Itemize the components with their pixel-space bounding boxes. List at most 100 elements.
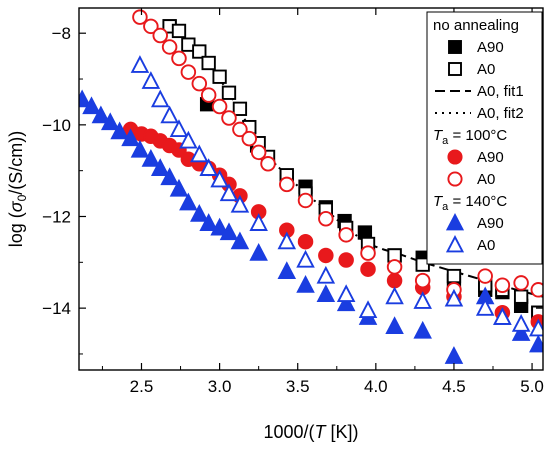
data-point (180, 64, 197, 80)
data-point (279, 176, 295, 193)
data-point (336, 284, 356, 302)
legend-symbol (447, 171, 463, 187)
fit-line-1 (367, 243, 543, 298)
data-point (336, 293, 356, 312)
data-point (316, 265, 336, 284)
data-point (358, 300, 378, 319)
y-tick-label: −8 (52, 24, 71, 43)
data-point (169, 119, 189, 138)
data-point (338, 227, 354, 243)
data-point (100, 112, 120, 131)
data-point (190, 204, 209, 222)
legend-heading-0: no annealing (433, 17, 519, 34)
legend-label: A90 (477, 39, 504, 56)
data-point (232, 101, 248, 116)
data-point (385, 286, 404, 305)
data-point (475, 297, 495, 316)
data-point (219, 222, 239, 241)
legend-heading-2: Ta = 140°C (433, 193, 507, 213)
data-point (360, 245, 376, 261)
data-point (511, 313, 531, 332)
data-point (171, 23, 187, 39)
data-point (241, 130, 258, 147)
y-tick-label: −14 (42, 299, 71, 318)
data-point (161, 39, 178, 55)
data-point (221, 85, 237, 100)
data-point (82, 96, 101, 115)
data-point (121, 128, 140, 147)
data-point (297, 192, 314, 209)
data-point (513, 289, 529, 304)
data-point (386, 259, 403, 275)
data-point (249, 213, 268, 231)
data-point (190, 144, 209, 163)
data-point (444, 346, 464, 364)
data-point (143, 18, 159, 35)
legend-symbol (448, 62, 462, 76)
legend-heading-1: Ta = 100°C (433, 127, 507, 147)
data-point (79, 89, 92, 108)
x-tick-label: 5.0 (520, 377, 544, 396)
data-point (212, 69, 227, 84)
data-point (152, 27, 168, 44)
data-point (260, 156, 276, 172)
legend-label: A90 (477, 215, 504, 232)
series-5 (130, 55, 543, 337)
x-axis-label: 1000/(T [K]) (263, 422, 358, 442)
data-point (296, 275, 315, 293)
data-point (250, 144, 267, 161)
data-point (211, 98, 228, 115)
data-point (386, 272, 403, 289)
data-point (529, 318, 543, 337)
data-point (513, 275, 529, 291)
data-point (160, 167, 179, 186)
legend-symbol (445, 235, 465, 253)
data-point (530, 282, 543, 298)
y-tick-label: −12 (42, 207, 71, 226)
data-point (385, 316, 404, 335)
data-point (318, 247, 334, 264)
data-point (446, 268, 462, 284)
data-point (318, 211, 334, 227)
x-tick-label: 4.5 (442, 377, 466, 396)
data-point (179, 192, 198, 211)
data-point (150, 89, 170, 108)
legend-label: A0, fit2 (477, 105, 524, 122)
legend-box (426, 11, 543, 265)
data-point (230, 194, 250, 213)
legend-label: A0 (477, 61, 495, 78)
data-point (192, 44, 207, 59)
data-point (338, 252, 354, 268)
data-point (141, 71, 161, 89)
data-point (360, 261, 376, 277)
legend-label: A0, fit1 (477, 83, 524, 100)
data-point (199, 213, 218, 231)
data-point (91, 105, 111, 124)
data-point (179, 130, 198, 149)
data-point (171, 50, 187, 67)
data-point (414, 272, 431, 289)
y-axis-label: log (σ0/(S/cm)) (6, 131, 29, 248)
data-point (297, 233, 314, 250)
data-point (200, 87, 217, 103)
data-point (160, 105, 179, 124)
data-point (529, 334, 543, 353)
data-point (277, 261, 297, 280)
data-point (277, 231, 297, 250)
data-point (210, 217, 229, 236)
data-point (210, 169, 229, 188)
plot-frame (78, 7, 544, 371)
data-point (221, 110, 237, 126)
data-point (249, 242, 268, 261)
data-point (296, 249, 315, 268)
data-point (415, 257, 430, 272)
data-point (141, 149, 161, 167)
data-point (191, 75, 208, 92)
data-point (132, 9, 148, 25)
x-tick-label: 3.5 (286, 377, 310, 396)
data-point (230, 231, 250, 250)
y-tick-label: −10 (42, 116, 71, 135)
data-point (413, 291, 432, 309)
data-point (477, 268, 493, 284)
